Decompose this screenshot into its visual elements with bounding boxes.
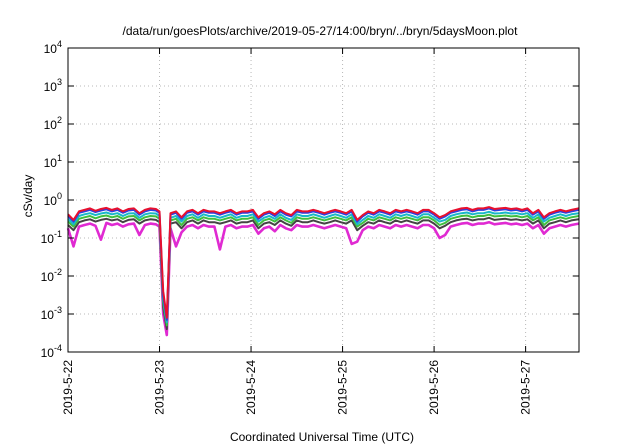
y-tick-label: 10-3 <box>41 305 62 322</box>
x-tick-label: 2019-5-24 <box>244 360 258 415</box>
x-tick-label: 2019-5-26 <box>427 360 441 415</box>
series-layer <box>66 206 579 337</box>
y-tick-label: 103 <box>44 77 62 94</box>
ticks: 10-4 10-3 10-2 10-1 100 101 102 103 104 2019-5-22… <box>41 39 579 415</box>
x-tick-label: 2019-5-25 <box>336 360 350 415</box>
series-line-2 <box>67 207 579 321</box>
series-line-1 <box>67 206 579 319</box>
series-line-4 <box>67 213 579 327</box>
x-tick-label: 2019-5-23 <box>153 360 167 415</box>
series-line-6 <box>66 220 579 337</box>
y-tick-label: 10-1 <box>41 229 62 246</box>
plot-frame <box>67 47 580 353</box>
y-tick-label: 104 <box>44 39 62 56</box>
x-axis-label: Coordinated Universal Time (UTC) <box>230 430 414 444</box>
x-tick-label: 2019-5-27 <box>519 360 533 415</box>
y-axis-label: cSv/day <box>21 175 35 218</box>
grid <box>68 48 579 352</box>
x-tick-label: 2019-5-22 <box>61 360 75 415</box>
series-line-5 <box>67 216 579 331</box>
y-tick-label: 10-2 <box>41 267 62 284</box>
y-tick-label: 100 <box>44 191 62 208</box>
chart-title: /data/run/goesPlots/archive/2019-05-27/1… <box>123 24 519 38</box>
y-tick-label: 101 <box>44 153 62 170</box>
y-tick-label: 102 <box>44 115 62 132</box>
y-tick-label: 10-4 <box>41 343 62 360</box>
series-line-3 <box>67 210 579 324</box>
